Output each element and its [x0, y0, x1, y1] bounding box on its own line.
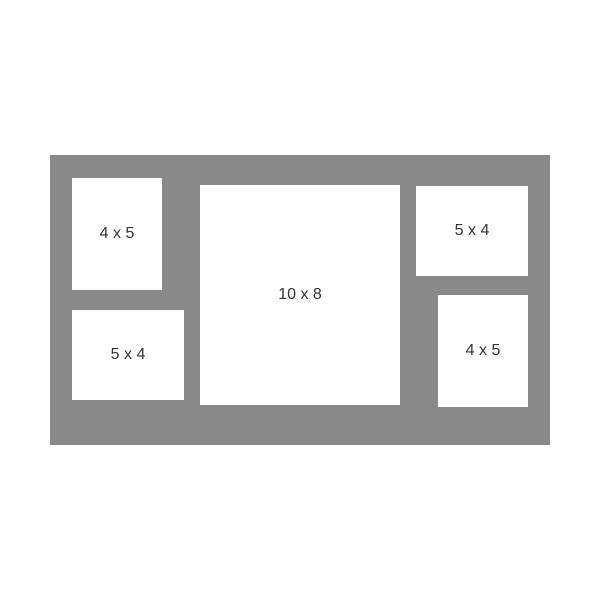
opening-top-left: 4 x 5: [72, 178, 162, 290]
opening-bottom-right: 4 x 5: [438, 295, 528, 407]
opening-label: 5 x 4: [111, 346, 146, 364]
opening-top-right: 5 x 4: [416, 186, 528, 276]
opening-label: 4 x 5: [100, 225, 135, 243]
opening-center: 10 x 8: [200, 185, 400, 405]
opening-label: 4 x 5: [466, 342, 501, 360]
mat-layout-diagram: 4 x 5 5 x 4 10 x 8 5 x 4 4 x 5: [0, 0, 600, 600]
opening-label: 10 x 8: [278, 286, 322, 304]
opening-label: 5 x 4: [455, 222, 490, 240]
opening-bottom-left: 5 x 4: [72, 310, 184, 400]
